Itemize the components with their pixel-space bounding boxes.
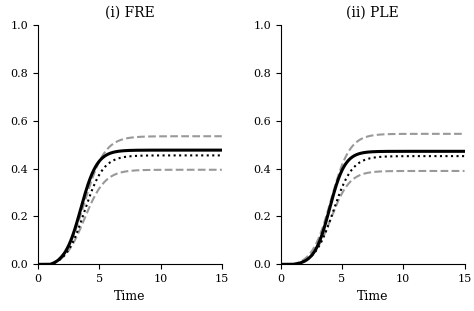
Title: (i) FRE: (i) FRE: [105, 6, 155, 20]
Title: (ii) PLE: (ii) PLE: [346, 6, 399, 20]
X-axis label: Time: Time: [357, 290, 388, 303]
X-axis label: Time: Time: [114, 290, 146, 303]
